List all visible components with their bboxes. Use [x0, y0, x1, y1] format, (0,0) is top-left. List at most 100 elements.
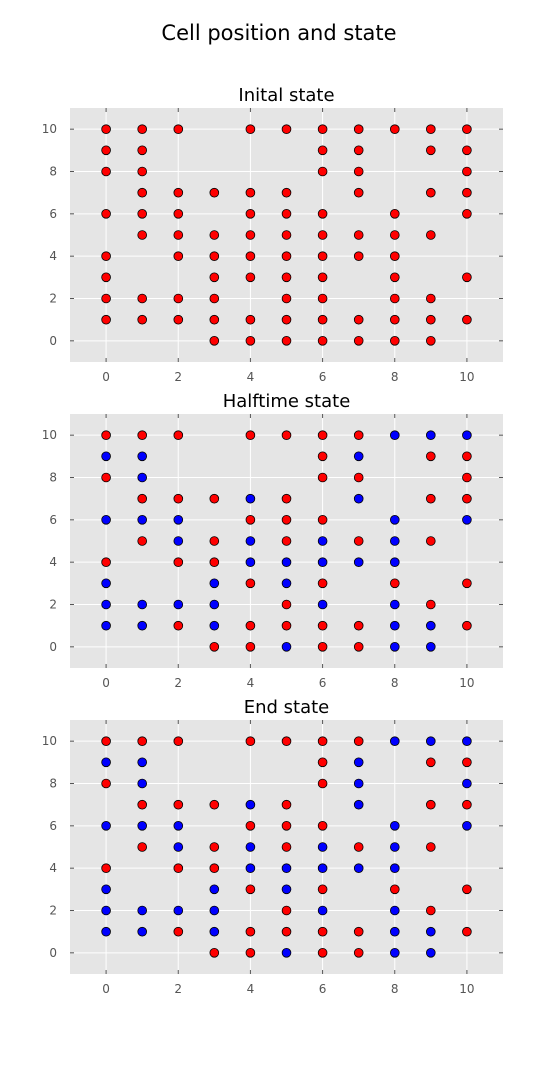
data-point	[281, 578, 292, 589]
data-point	[462, 757, 472, 768]
data-point	[245, 124, 256, 135]
data-point	[317, 557, 328, 568]
subplot-initial-state: Inital state 0 2 4 6 8 10 0 2 4 6 8 10	[42, 85, 503, 384]
data-point	[462, 124, 472, 135]
data-point	[462, 472, 472, 483]
subplot-title: Halftime state	[223, 391, 351, 412]
data-point	[462, 926, 472, 937]
data-point	[209, 272, 220, 283]
x-tick-label: 8	[391, 982, 399, 996]
data-point	[425, 736, 436, 747]
data-point	[173, 493, 184, 504]
data-point	[173, 736, 184, 747]
data-point	[101, 821, 111, 831]
data-point	[425, 145, 436, 156]
data-point	[353, 799, 364, 810]
data-point	[281, 620, 292, 631]
data-point	[101, 926, 111, 937]
data-point	[173, 620, 184, 631]
data-point	[317, 536, 328, 546]
data-point	[137, 926, 147, 937]
data-point	[389, 642, 400, 652]
y-tick-label: 2	[49, 292, 57, 306]
data-point	[137, 757, 147, 768]
subplot-title: End state	[244, 697, 330, 718]
data-point	[245, 336, 256, 346]
data-point	[353, 230, 364, 240]
data-point	[462, 493, 472, 504]
data-point	[173, 124, 184, 135]
y-tick-label: 0	[49, 946, 57, 960]
subplot-halftime-state: Halftime state 0 2 4 6 8 10 0 2 4 6 8 10	[42, 391, 503, 690]
data-point	[101, 145, 111, 156]
data-point	[137, 821, 147, 831]
data-point	[389, 821, 400, 831]
data-point	[173, 536, 184, 546]
data-point	[389, 557, 400, 568]
x-tick-label: 0	[102, 982, 110, 996]
data-point	[245, 272, 256, 283]
data-point	[245, 736, 256, 747]
data-point	[317, 948, 328, 958]
data-point	[317, 293, 328, 304]
data-point	[462, 884, 472, 895]
data-point	[209, 620, 220, 631]
data-point	[137, 799, 147, 810]
x-tick-label: 8	[391, 370, 399, 384]
y-tick-label: 10	[42, 428, 57, 442]
data-point	[353, 336, 364, 346]
data-points	[101, 430, 472, 652]
data-point	[425, 493, 436, 504]
data-point	[317, 430, 328, 441]
data-point	[245, 251, 256, 262]
data-point	[209, 842, 220, 852]
data-point	[389, 948, 400, 958]
data-point	[101, 578, 111, 589]
x-tick-label: 4	[247, 370, 255, 384]
x-tick-label: 8	[391, 676, 399, 690]
data-point	[209, 799, 220, 810]
figure-title: Cell position and state	[161, 21, 396, 45]
data-point	[317, 451, 328, 462]
data-point	[209, 642, 220, 652]
data-point	[462, 430, 472, 441]
data-point	[101, 166, 111, 177]
data-point	[425, 124, 436, 135]
data-point	[281, 251, 292, 262]
data-point	[353, 536, 364, 546]
data-point	[353, 493, 364, 504]
x-tick-label: 2	[174, 982, 182, 996]
data-point	[462, 736, 472, 747]
data-point	[317, 251, 328, 262]
data-point	[209, 599, 220, 610]
data-point	[209, 905, 220, 916]
data-point	[209, 336, 220, 346]
data-point	[173, 863, 184, 874]
data-point	[281, 842, 292, 852]
data-point	[281, 272, 292, 283]
x-tick-label: 2	[174, 676, 182, 690]
y-tick-label: 8	[49, 165, 57, 179]
data-point	[101, 124, 111, 135]
data-point	[462, 778, 472, 789]
subplot-end-state: End state 0 2 4 6 8 10 0 2 4 6 8 10	[42, 697, 503, 996]
data-point	[281, 430, 292, 441]
data-point	[173, 293, 184, 304]
data-point	[281, 926, 292, 937]
data-point	[317, 145, 328, 156]
data-point	[173, 905, 184, 916]
data-point	[389, 863, 400, 874]
data-point	[209, 230, 220, 240]
data-point	[137, 230, 147, 240]
data-point	[281, 536, 292, 546]
x-tick-label: 6	[319, 370, 327, 384]
data-point	[137, 166, 147, 177]
data-point	[353, 430, 364, 441]
data-point	[281, 230, 292, 240]
data-point	[245, 557, 256, 568]
data-point	[245, 187, 256, 198]
data-points	[101, 124, 472, 346]
data-point	[245, 842, 256, 852]
y-tick-label: 10	[42, 734, 57, 748]
